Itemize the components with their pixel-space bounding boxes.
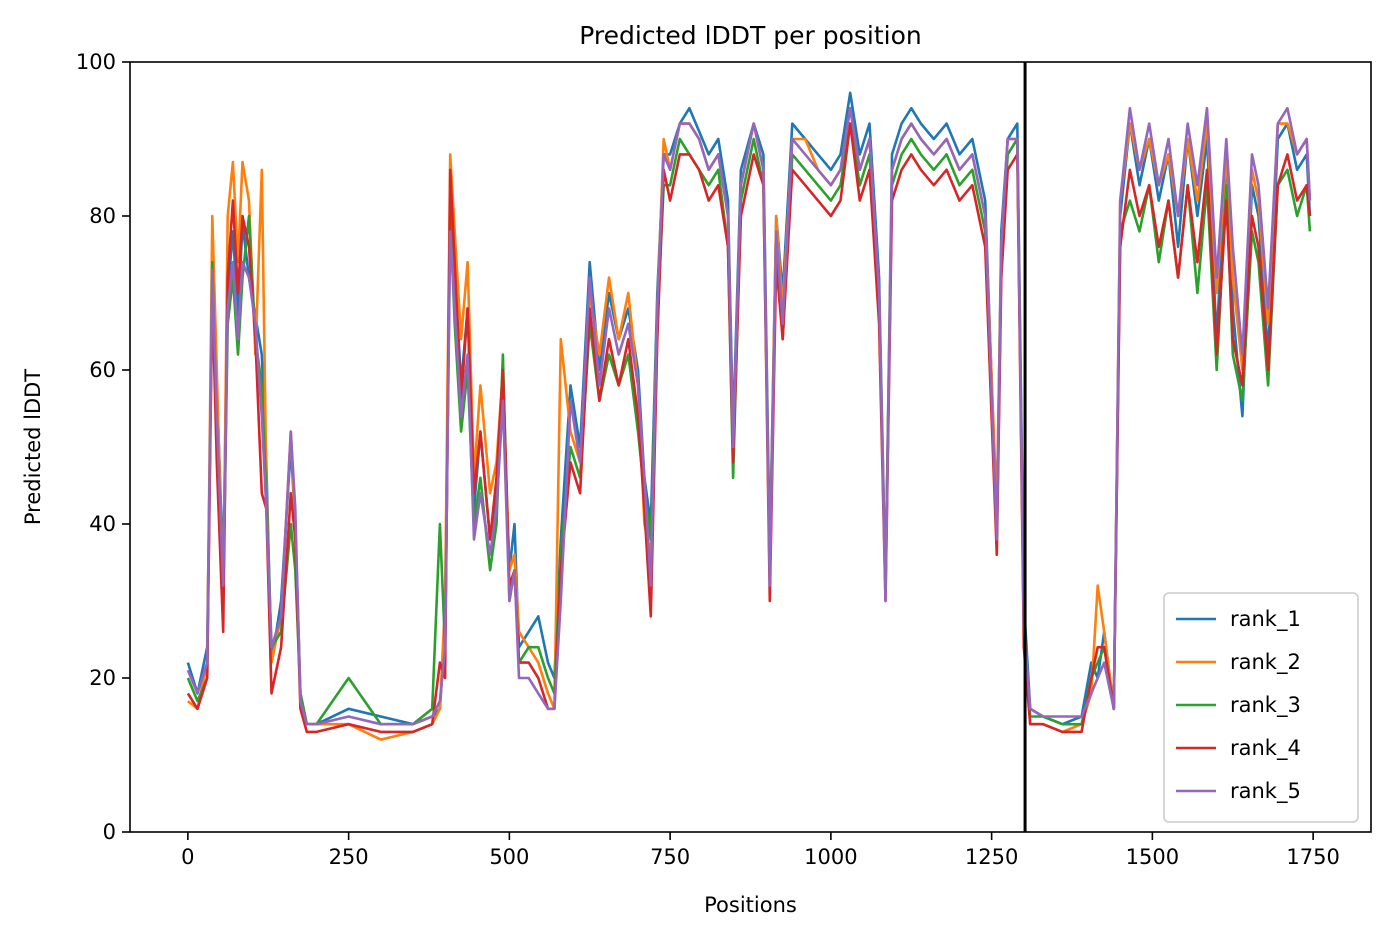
legend-label-rank_4: rank_4 (1230, 736, 1301, 761)
y-tick-label: 80 (89, 204, 116, 228)
legend-label-rank_2: rank_2 (1230, 650, 1301, 675)
legend-box (1163, 592, 1359, 823)
y-tick-label: 60 (89, 358, 116, 382)
series-line-rank_4 (186, 122, 1312, 734)
series-line-rank_5 (186, 106, 1312, 726)
legend-label-rank_1: rank_1 (1230, 607, 1301, 632)
legend-label-rank_3: rank_3 (1230, 693, 1301, 718)
legend-label-rank_5: rank_5 (1230, 779, 1301, 804)
y-tick-label: 0 (103, 820, 116, 844)
x-tick-label: 1500 (1126, 845, 1179, 869)
y-tick-label: 20 (89, 666, 116, 690)
x-axis-ticks: 0 250 500 750 1000 1250 1500 1750 (181, 832, 1340, 869)
series-line-rank_2 (187, 106, 1312, 741)
x-tick-label: 0 (181, 845, 194, 869)
x-tick-label: 250 (329, 845, 369, 869)
y-axis-label: Predicted lDDT (21, 369, 45, 525)
plot-frame (129, 61, 1372, 833)
legend: rank_1 rank_2 rank_3 rank_4 rank_5 (1163, 592, 1359, 823)
x-tick-label: 1750 (1286, 845, 1339, 869)
x-tick-label: 500 (489, 845, 529, 869)
x-tick-label: 1000 (804, 845, 857, 869)
plot-lines (186, 91, 1312, 741)
y-tick-label: 100 (76, 50, 116, 74)
chart-title: Predicted lDDT per position (579, 21, 921, 50)
x-axis-label: Positions (704, 893, 797, 917)
series-line-rank_1 (186, 91, 1312, 726)
x-tick-label: 1250 (965, 845, 1018, 869)
y-axis-ticks: 0 20 40 60 80 100 (76, 50, 130, 844)
series-line-rank_3 (186, 122, 1312, 726)
y-tick-label: 40 (89, 512, 116, 536)
x-tick-label: 750 (650, 845, 690, 869)
